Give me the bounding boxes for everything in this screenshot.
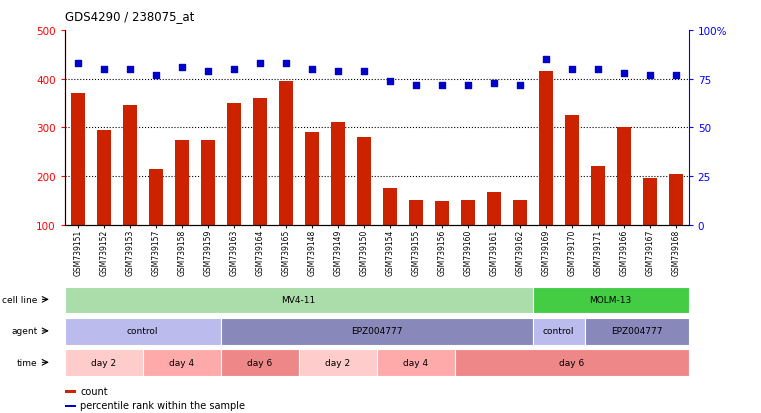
Bar: [435, 202, 449, 225]
Bar: [455, 350, 689, 376]
Point: [97, 66, 110, 73]
Point: [540, 57, 552, 63]
Point: [462, 82, 474, 89]
Point: [670, 72, 682, 79]
Bar: [377, 350, 455, 376]
Point: [409, 82, 422, 89]
Text: day 2: day 2: [91, 358, 116, 367]
Text: MV4-11: MV4-11: [282, 295, 316, 304]
Point: [644, 72, 656, 79]
Bar: [533, 287, 689, 313]
Bar: [513, 201, 527, 225]
Bar: [584, 318, 689, 345]
Point: [332, 69, 344, 75]
Point: [279, 61, 291, 67]
Bar: [201, 140, 215, 225]
Bar: [565, 116, 579, 225]
Bar: [383, 189, 396, 225]
Bar: [330, 123, 345, 225]
Bar: [357, 138, 371, 225]
Bar: [65, 287, 533, 313]
Text: day 2: day 2: [325, 358, 350, 367]
Point: [72, 61, 84, 67]
Point: [488, 80, 500, 87]
Text: day 6: day 6: [559, 358, 584, 367]
Bar: [539, 72, 552, 225]
Bar: [148, 169, 163, 225]
Point: [358, 69, 370, 75]
Point: [202, 69, 214, 75]
Text: EPZ004777: EPZ004777: [351, 327, 403, 335]
Text: day 4: day 4: [403, 358, 428, 367]
Text: day 6: day 6: [247, 358, 272, 367]
Point: [514, 82, 526, 89]
Text: control: control: [543, 327, 575, 335]
Bar: [253, 99, 267, 225]
Bar: [669, 174, 683, 225]
Bar: [123, 106, 137, 225]
Bar: [174, 140, 189, 225]
Text: control: control: [127, 327, 158, 335]
Text: EPZ004777: EPZ004777: [611, 327, 663, 335]
Bar: [616, 128, 631, 225]
Point: [176, 64, 188, 71]
Point: [228, 66, 240, 73]
Text: day 4: day 4: [169, 358, 194, 367]
Text: time: time: [17, 358, 38, 367]
Bar: [591, 167, 605, 225]
Bar: [460, 201, 475, 225]
Bar: [304, 133, 319, 225]
Text: count: count: [81, 386, 108, 396]
Text: GDS4290 / 238075_at: GDS4290 / 238075_at: [65, 10, 194, 23]
Bar: [298, 350, 377, 376]
Text: agent: agent: [11, 327, 38, 335]
Bar: [65, 390, 76, 393]
Point: [591, 66, 603, 73]
Bar: [279, 82, 293, 225]
Point: [384, 78, 396, 85]
Point: [123, 66, 135, 73]
Point: [306, 66, 318, 73]
Bar: [65, 350, 143, 376]
Text: MOLM-13: MOLM-13: [590, 295, 632, 304]
Bar: [221, 318, 533, 345]
Bar: [97, 131, 111, 225]
Point: [435, 82, 447, 89]
Text: cell line: cell line: [2, 295, 38, 304]
Point: [150, 72, 162, 79]
Bar: [227, 104, 240, 225]
Point: [565, 66, 578, 73]
Point: [253, 61, 266, 67]
Bar: [409, 201, 423, 225]
Bar: [642, 179, 657, 225]
Text: percentile rank within the sample: percentile rank within the sample: [81, 400, 245, 410]
Bar: [143, 350, 221, 376]
Bar: [65, 405, 76, 407]
Bar: [221, 350, 298, 376]
Point: [618, 70, 630, 77]
Bar: [65, 318, 221, 345]
Bar: [71, 94, 84, 225]
Bar: [486, 192, 501, 225]
Bar: [533, 318, 584, 345]
